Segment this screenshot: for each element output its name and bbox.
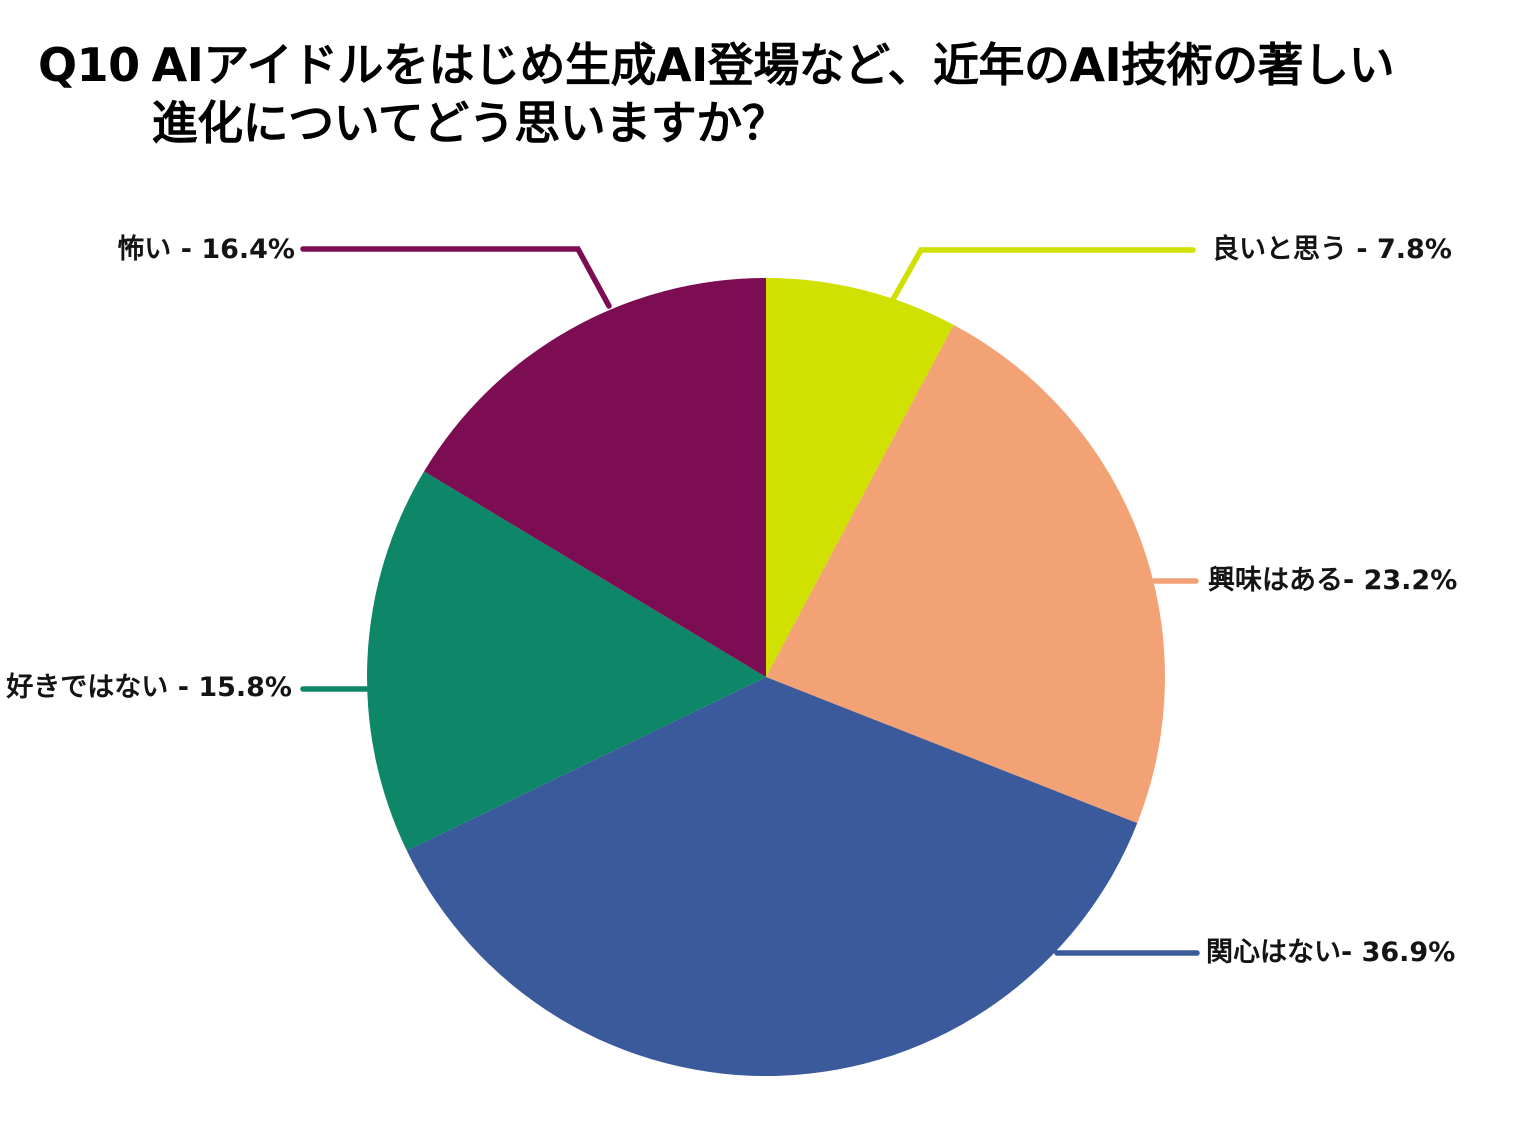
pie-slice-interested [766,324,1166,824]
question-title-line2: 進化についてどう思いますか？ [151,96,788,151]
question-title-line1: AIアイドルをはじめ生成AI登場など、近年のAI技術の著しい [151,38,1395,92]
leader-line-good [888,247,1196,306]
pie-slice-scary [424,278,766,677]
pie-slice-dislike [367,471,766,851]
pie-slice-not-interested [406,677,1138,1076]
callout-label-good: 良いと思う - 7.8% [1212,234,1452,265]
callout-label-interested: 興味はある- 23.2% [1208,565,1458,596]
callout-label-dislike: 好きではない - 15.8% [6,672,292,703]
pie-slice-good [766,278,954,677]
question-title-lines: AIアイドルをはじめ生成AI登場など、近年のAI技術の著しい 進化についてどう思… [152,36,1395,153]
question-title: Q10 AIアイドルをはじめ生成AI登場など、近年のAI技術の著しい 進化につい… [38,36,1395,153]
callout-label-scary: 怖い - 16.4% [117,234,295,265]
question-number: Q10 [38,38,140,92]
leader-line-scary [300,246,612,309]
callout-label-not-interested: 関心はない- 36.9% [1206,937,1456,968]
